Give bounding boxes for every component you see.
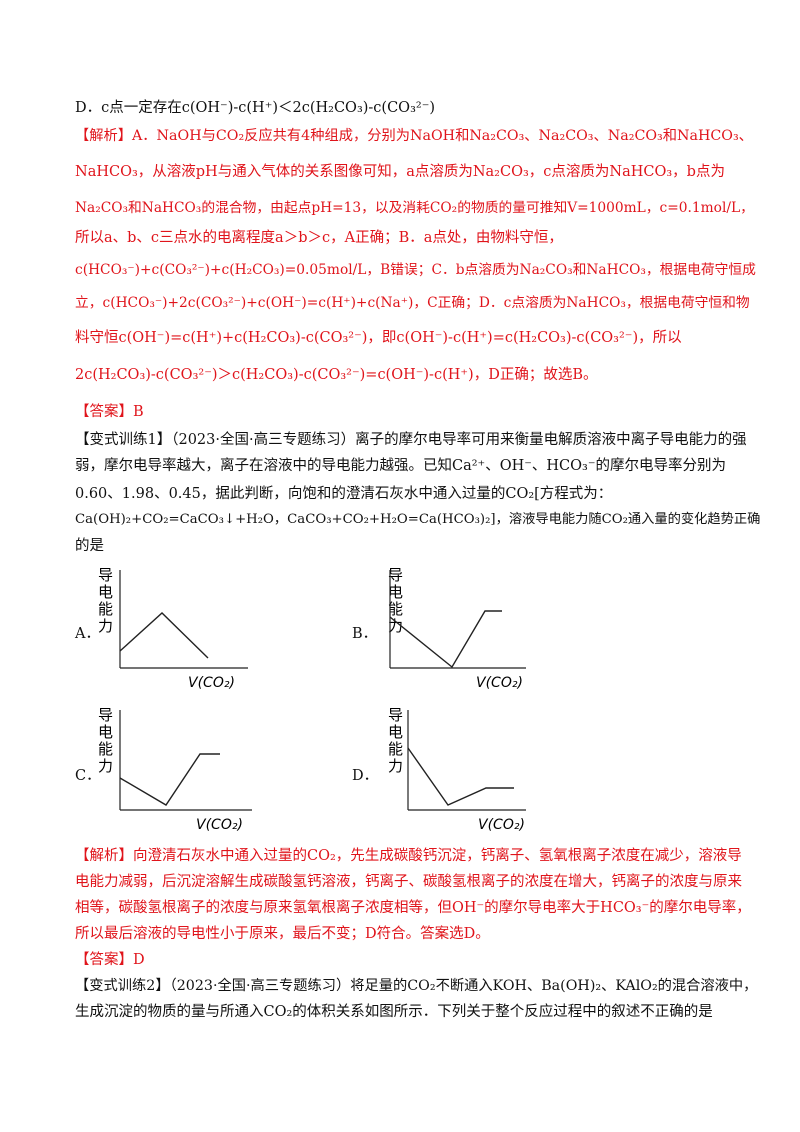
analysis-line-7: 料守恒c(OH⁻)=c(H⁺)+c(H₂CO₃)-c(CO₃²⁻)，即c(OH⁻… <box>75 330 682 346</box>
analysis2-line-2: 电能力减弱，后沉淀溶解生成碳酸氢钙溶液，钙离子、碳酸氢根离子的浓度在增大，钙离子… <box>75 874 742 890</box>
graph-c-ylabel-3: 能 <box>98 740 113 758</box>
answer-1: 【答案】B <box>75 404 144 420</box>
graph-d-ylabel-2: 电 <box>388 723 403 741</box>
option-d-text: D．c点一定存在c(OH⁻)-c(H⁺)＜2c(H₂CO₃)-c(CO₃²⁻) <box>75 100 436 116</box>
graph-d-xlabel: V(CO₂) <box>478 817 525 833</box>
analysis-line-4: 所以a、b、c三点水的电离程度a＞b＞c，A正确；B．a点处，由物料守恒， <box>75 230 563 246</box>
graph-d-ylabel-1: 导 <box>388 706 403 724</box>
analysis-line-6: 立，c(HCO₃⁻)+2c(CO₃²⁻)+c(OH⁻)=c(H⁺)+c(Na⁺)… <box>75 295 750 311</box>
exercise1-line-4: Ca(OH)₂+CO₂=CaCO₃↓+H₂O，CaCO₃+CO₂+H₂O=Ca(… <box>75 512 761 527</box>
graph-c: 导 电 能 力 V(CO₂) <box>98 706 252 833</box>
graph-b-xlabel: V(CO₂) <box>476 675 523 691</box>
graph-a-xlabel: V(CO₂) <box>188 675 235 691</box>
graph-b: 导 电 能 力 V(CO₂) <box>388 566 526 691</box>
exercise1-line-2: 弱，摩尔电导率越大，离子在溶液中的导电能力越强。已知Ca²⁺、OH⁻、HCO₃⁻… <box>75 458 726 474</box>
option-a-label: A． <box>75 626 100 642</box>
graph-d-ylabel-3: 能 <box>388 740 403 758</box>
analysis-line-1: 【解析】A．NaOH与CO₂反应共有4种组成，分别为NaOH和Na₂CO₃、Na… <box>75 126 753 146</box>
analysis-tag: 【解析】 <box>75 128 133 144</box>
analysis2-line-3: 相等，碳酸氢根离子的浓度与原来氢氧根离子浓度相等，但OH⁻的摩尔导电率大于HCO… <box>75 900 751 916</box>
graph-a-ylabel-1: 导 <box>98 566 113 584</box>
graph-c-xlabel: V(CO₂) <box>196 817 243 833</box>
graph-b-ylabel-2: 电 <box>388 583 403 601</box>
graph-a-curve <box>119 612 209 659</box>
option-b-label: B． <box>352 626 378 642</box>
option-d-label: D． <box>352 768 379 784</box>
graph-c-ylabel-1: 导 <box>98 706 113 724</box>
option-c-label: C． <box>75 768 101 784</box>
exercise1-line-3: 0.60、1.98、0.45，据此判断，向饱和的澄清石灰水中通入过量的CO₂[方… <box>75 486 613 502</box>
answer-2: 【答案】D <box>75 952 145 968</box>
exercise2-line-2: 生成沉淀的物质的量与所通入CO₂的体积关系如图所示．下列关于整个反应过程中的叙述… <box>75 1004 713 1020</box>
analysis-text-1: A．NaOH与CO₂反应共有4种组成，分别为NaOH和Na₂CO₃、Na₂CO₃… <box>132 128 753 144</box>
exercise1-line-5: 的是 <box>75 538 104 554</box>
analysis-line-2: NaHCO₃，从溶液pH与通入气体的关系图像可知，a点溶质为Na₂CO₃，c点溶… <box>75 164 725 180</box>
graph-a-ylabel-4: 力 <box>98 617 113 635</box>
exercise1-line-1: 【变式训练1】（2023·全国·高三专题练习）离子的摩尔电导率可用来衡量电解质溶… <box>75 432 747 448</box>
analysis-line-5: c(HCO₃⁻)+c(CO₃²⁻)+c(H₂CO₃)=0.05mol/L，B错误… <box>75 262 756 278</box>
exercise2-line-1: 【变式训练2】（2023·全国·高三专题练习）将足量的CO₂不断通入KOH、Ba… <box>75 978 758 994</box>
graph-d-curve <box>407 747 514 806</box>
analysis2-line-4: 所以最后溶液的导电性小于原来，最后不变；D符合。答案选D。 <box>75 926 490 942</box>
analysis-line-8: 2c(H₂CO₃)-c(CO₃²⁻)＞c(H₂CO₃)-c(CO₃²⁻)=c(O… <box>75 367 598 383</box>
graph-a: 导 电 能 力 V(CO₂) <box>98 566 248 691</box>
graph-b-curve <box>389 610 502 669</box>
graph-b-ylabel-4: 力 <box>388 617 403 635</box>
graph-b-ylabel-1: 导 <box>388 566 403 584</box>
graph-a-ylabel-2: 电 <box>98 583 113 601</box>
graph-d: 导 电 能 力 V(CO₂) <box>388 706 526 833</box>
analysis2-line-1: 【解析】向澄清石灰水中通入过量的CO₂，先生成碳酸钙沉淀，钙离子、氢氧根离子浓度… <box>75 848 742 864</box>
graph-c-ylabel-2: 电 <box>98 723 113 741</box>
graph-b-ylabel-3: 能 <box>388 600 403 618</box>
graph-d-ylabel-4: 力 <box>388 757 403 775</box>
graph-a-ylabel-3: 能 <box>98 600 113 618</box>
analysis-line-3: Na₂CO₃和NaHCO₃的混合物，由起点pH=13，以及消耗CO₂的物质的量可… <box>75 200 754 216</box>
graph-c-curve <box>119 753 220 806</box>
